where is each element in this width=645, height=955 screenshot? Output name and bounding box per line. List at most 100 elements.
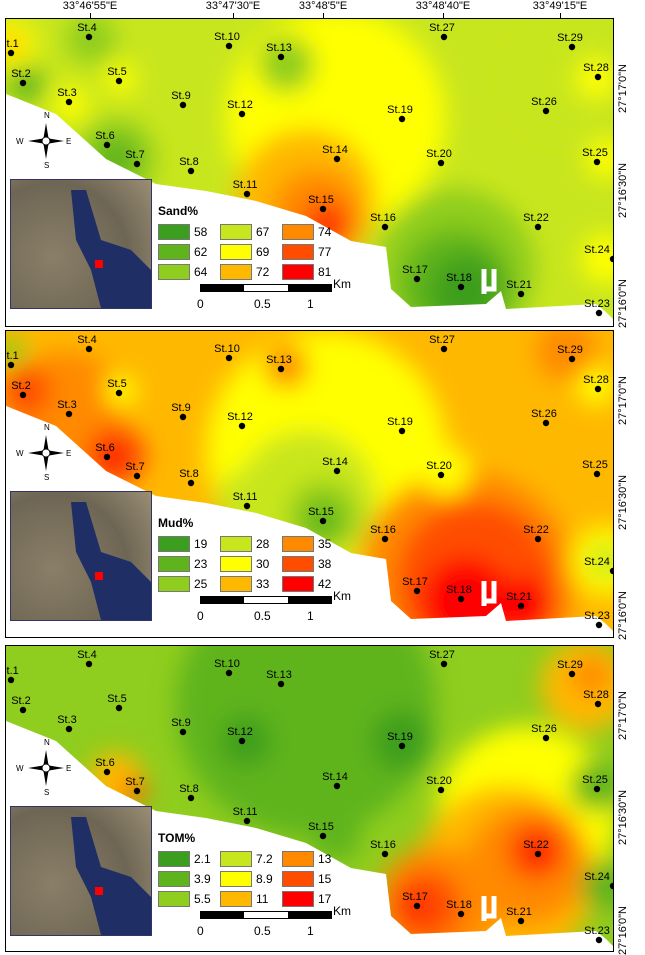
- station-marker[interactable]: [85, 660, 93, 668]
- station-marker[interactable]: [437, 471, 445, 479]
- station-marker[interactable]: [595, 309, 603, 317]
- station-marker[interactable]: [238, 110, 246, 118]
- station-marker[interactable]: [568, 670, 576, 678]
- station-marker[interactable]: [594, 700, 602, 708]
- station-marker[interactable]: [398, 427, 406, 435]
- station-marker[interactable]: [277, 680, 285, 688]
- contour-zone: [221, 716, 271, 766]
- station-marker[interactable]: [593, 470, 601, 478]
- station-marker[interactable]: [225, 669, 233, 677]
- station-marker[interactable]: [542, 734, 550, 742]
- station-marker[interactable]: [542, 107, 550, 115]
- station-marker[interactable]: [333, 155, 341, 163]
- contour-zone: [536, 331, 596, 381]
- station-marker[interactable]: [517, 917, 525, 925]
- station-marker[interactable]: [65, 410, 73, 418]
- scale-bar: Km 0 0.5 1: [197, 277, 351, 311]
- station-marker[interactable]: [440, 660, 448, 668]
- station-marker[interactable]: [595, 621, 603, 629]
- station-marker[interactable]: [103, 768, 111, 776]
- station-marker[interactable]: [115, 704, 123, 712]
- station-marker[interactable]: [534, 850, 542, 858]
- station-marker[interactable]: [457, 910, 465, 918]
- station-marker[interactable]: [517, 290, 525, 298]
- station-marker[interactable]: [277, 365, 285, 373]
- station-marker[interactable]: [179, 101, 187, 109]
- station-marker[interactable]: [440, 345, 448, 353]
- station-marker[interactable]: [534, 535, 542, 543]
- station-marker[interactable]: [19, 391, 27, 399]
- station-marker[interactable]: [413, 587, 421, 595]
- station-marker[interactable]: [319, 832, 327, 840]
- station-marker[interactable]: [413, 275, 421, 283]
- station-marker[interactable]: [225, 42, 233, 50]
- station-marker[interactable]: [457, 283, 465, 291]
- station-marker[interactable]: [413, 902, 421, 910]
- station-marker[interactable]: [542, 419, 550, 427]
- station-marker[interactable]: [440, 33, 448, 41]
- station-marker[interactable]: [593, 158, 601, 166]
- station-marker[interactable]: [594, 385, 602, 393]
- station-marker[interactable]: [115, 77, 123, 85]
- station-marker[interactable]: [398, 115, 406, 123]
- station-marker[interactable]: [133, 787, 141, 795]
- station-marker[interactable]: [609, 567, 613, 575]
- station-marker[interactable]: [398, 742, 406, 750]
- station-marker[interactable]: [568, 43, 576, 51]
- station-marker[interactable]: [333, 782, 341, 790]
- station-marker[interactable]: [65, 98, 73, 106]
- station-marker[interactable]: [609, 882, 613, 890]
- station-marker[interactable]: [609, 255, 613, 263]
- station-label: St.21: [506, 279, 532, 291]
- station-label: St.22: [523, 524, 549, 536]
- station-marker[interactable]: [225, 354, 233, 362]
- station-label: St.10: [214, 31, 240, 43]
- station-marker[interactable]: [19, 79, 27, 87]
- legend-value: 7.2: [256, 852, 273, 866]
- station-marker[interactable]: [277, 53, 285, 61]
- station-marker[interactable]: [7, 361, 15, 369]
- station-marker[interactable]: [187, 167, 195, 175]
- station-marker[interactable]: [457, 595, 465, 603]
- station-label: St.20: [426, 148, 452, 160]
- station-marker[interactable]: [517, 602, 525, 610]
- station-marker[interactable]: [65, 725, 73, 733]
- station-marker[interactable]: [115, 389, 123, 397]
- station-marker[interactable]: [568, 355, 576, 363]
- station-label: St.12: [227, 411, 253, 423]
- station-marker[interactable]: [437, 159, 445, 167]
- station-marker[interactable]: [333, 467, 341, 475]
- station-marker[interactable]: [187, 794, 195, 802]
- station-marker[interactable]: [243, 190, 251, 198]
- station-marker[interactable]: [179, 728, 187, 736]
- station-marker[interactable]: [319, 517, 327, 525]
- legend-swatch: [158, 224, 190, 240]
- station-marker[interactable]: [133, 160, 141, 168]
- legend-swatch: [158, 264, 190, 280]
- station-marker[interactable]: [595, 936, 603, 944]
- station-marker[interactable]: [381, 223, 389, 231]
- station-marker[interactable]: [85, 345, 93, 353]
- station-marker[interactable]: [103, 453, 111, 461]
- station-marker[interactable]: [243, 817, 251, 825]
- station-marker[interactable]: [238, 737, 246, 745]
- station-marker[interactable]: [19, 706, 27, 714]
- station-marker[interactable]: [381, 535, 389, 543]
- station-marker[interactable]: [7, 49, 15, 57]
- station-marker[interactable]: [594, 73, 602, 81]
- station-marker[interactable]: [238, 422, 246, 430]
- station-marker[interactable]: [593, 785, 601, 793]
- station-label: St.26: [531, 723, 557, 735]
- station-marker[interactable]: [319, 205, 327, 213]
- station-marker[interactable]: [179, 413, 187, 421]
- station-marker[interactable]: [534, 223, 542, 231]
- station-label: St.21: [506, 906, 532, 918]
- station-marker[interactable]: [243, 502, 251, 510]
- station-marker[interactable]: [85, 33, 93, 41]
- station-marker[interactable]: [437, 786, 445, 794]
- station-marker[interactable]: [133, 472, 141, 480]
- station-marker[interactable]: [103, 141, 111, 149]
- station-marker[interactable]: [7, 676, 15, 684]
- station-marker[interactable]: [187, 479, 195, 487]
- station-marker[interactable]: [381, 850, 389, 858]
